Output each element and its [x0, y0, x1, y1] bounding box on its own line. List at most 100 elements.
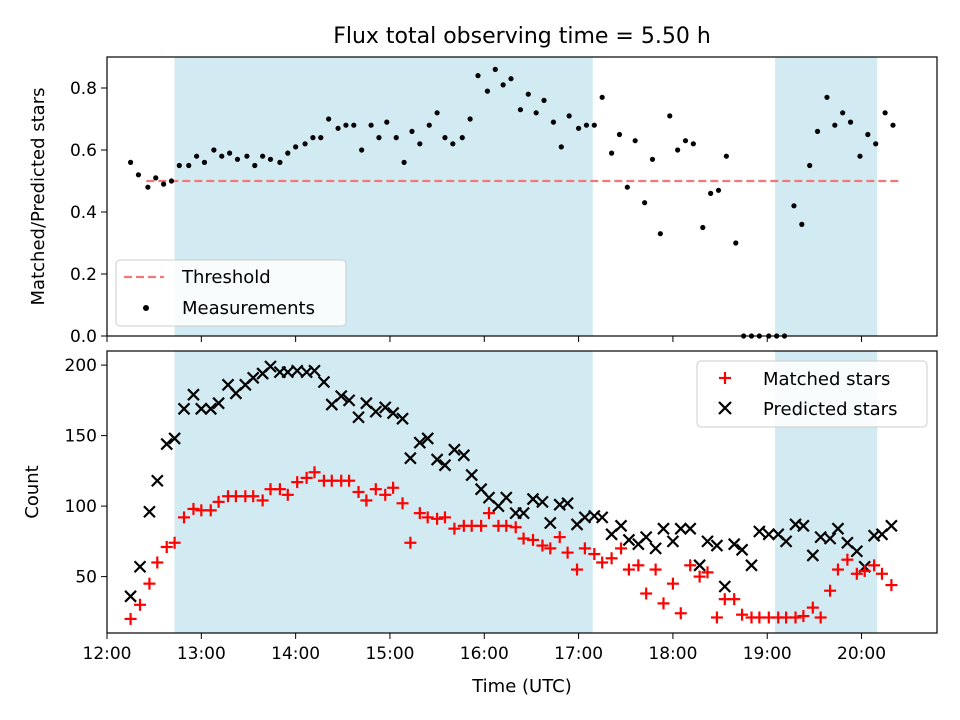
- predicted-star-marker: [595, 511, 609, 524]
- matched-star-marker: [674, 607, 687, 620]
- measurement-point: [318, 135, 324, 141]
- predicted-star-marker: [378, 401, 392, 414]
- measurement-point: [649, 156, 656, 162]
- measurement-point: [550, 119, 557, 125]
- matched-star-marker: [605, 552, 618, 565]
- predicted-star-marker: [308, 364, 321, 378]
- matched-star-marker: [789, 611, 802, 624]
- measurement-point: [160, 181, 167, 187]
- predicted-star-marker: [352, 410, 365, 424]
- measurement-point: [492, 66, 498, 72]
- measurement-point: [575, 125, 582, 131]
- predicted-star-marker: [622, 533, 636, 547]
- legend-measurements-swatch: [143, 305, 149, 311]
- predicted-star-marker: [133, 560, 147, 574]
- predicted-star-marker: [674, 522, 688, 535]
- predicted-star-marker: [753, 525, 766, 538]
- measurement-point: [194, 153, 200, 159]
- matched-star-marker: [204, 504, 217, 517]
- measurement-point: [690, 141, 696, 147]
- measurement-point: [227, 150, 233, 156]
- measurement-point: [667, 113, 673, 119]
- predicted-star-marker: [735, 543, 749, 557]
- measurement-point: [632, 138, 638, 144]
- x-tick-label: 16:00: [460, 644, 509, 664]
- matched-star-marker: [632, 559, 645, 572]
- matched-star-marker: [710, 611, 723, 624]
- measurement-point: [168, 178, 175, 184]
- matched-star-marker: [178, 511, 191, 524]
- predicted-star-marker: [526, 492, 540, 506]
- measurement-point: [426, 122, 432, 128]
- predicted-star-marker: [649, 542, 662, 555]
- measurement-point: [343, 122, 349, 128]
- measurement-point: [508, 76, 514, 82]
- predicted-stars-points: [124, 360, 898, 603]
- predicted-star-marker: [693, 559, 706, 572]
- measurement-point: [267, 156, 274, 162]
- measurement-point: [609, 150, 615, 156]
- measurement-point: [219, 153, 225, 159]
- measurement-point: [252, 162, 258, 169]
- predicted-star-marker: [718, 580, 732, 593]
- predicted-star-marker: [177, 402, 191, 416]
- measurement-point: [807, 162, 813, 169]
- measurement-point: [723, 153, 729, 159]
- predicted-star-marker: [195, 402, 208, 416]
- measurement-point: [873, 141, 879, 147]
- measurement-point: [475, 73, 481, 79]
- matched-star-marker: [806, 601, 819, 614]
- predicted-star-marker: [334, 389, 348, 403]
- legend-predicted-swatch: [718, 401, 732, 415]
- predicted-star-marker: [342, 394, 356, 407]
- measurement-point: [624, 184, 630, 190]
- bottom-y-axis-label: Count: [22, 465, 43, 518]
- predicted-star-marker: [823, 532, 837, 545]
- predicted-star-marker: [614, 519, 628, 533]
- legend-threshold-label: Threshold: [181, 267, 271, 288]
- measurement-point: [657, 231, 663, 237]
- measurement-point: [442, 135, 448, 141]
- measurement-points: [127, 66, 896, 339]
- measurement-point: [715, 187, 722, 193]
- matched-star-marker: [527, 533, 540, 546]
- measurement-point: [285, 150, 291, 156]
- matched-star-marker: [657, 597, 670, 610]
- measurement-point: [384, 119, 390, 125]
- measurement-point: [467, 116, 473, 122]
- measurement-point: [814, 128, 821, 134]
- measurement-point: [517, 107, 524, 113]
- predicted-star-marker: [404, 451, 417, 465]
- predicted-star-marker: [168, 432, 181, 445]
- measurement-point: [484, 88, 491, 94]
- matched-star-marker: [509, 521, 522, 534]
- bottom-x-ticks: 12:00 13:00 14:00 15:00 16:00 17:00 18:00 19:00…: [83, 633, 886, 664]
- x-tick-label: 20:00: [837, 644, 886, 664]
- predicted-star-marker: [430, 453, 444, 466]
- matched-star-marker: [814, 611, 827, 624]
- matched-star-marker: [160, 540, 173, 553]
- predicted-star-marker: [151, 474, 164, 487]
- measurement-point: [417, 141, 423, 147]
- matched-star-marker: [273, 483, 286, 496]
- measurement-point: [533, 110, 539, 116]
- predicted-star-marker: [701, 535, 714, 548]
- predicted-star-marker: [762, 528, 776, 541]
- predicted-star-marker: [745, 559, 758, 572]
- matched-star-marker: [640, 587, 653, 600]
- predicted-star-marker: [536, 495, 549, 509]
- measurement-point: [459, 135, 465, 141]
- y-tick-label: 100: [65, 497, 97, 517]
- matched-star-marker: [684, 559, 697, 572]
- matched-star-marker: [352, 486, 365, 498]
- predicted-star-marker: [517, 506, 530, 520]
- x-tick-label: 17:00: [554, 644, 603, 664]
- top-x-ticks: [106, 336, 863, 342]
- predicted-star-marker: [457, 449, 471, 462]
- measurement-point: [176, 162, 182, 169]
- y-tick-label: 0.6: [70, 141, 97, 161]
- matched-star-marker: [396, 497, 409, 510]
- matched-star-marker: [544, 542, 557, 555]
- matched-star-marker: [841, 553, 854, 566]
